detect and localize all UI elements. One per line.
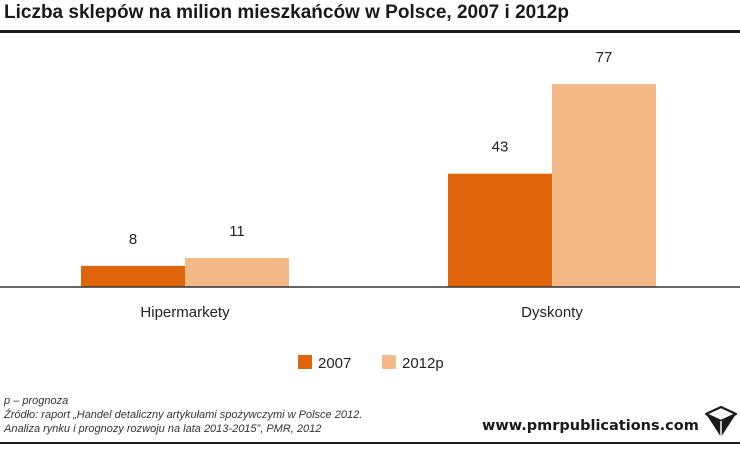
cube-icon [704, 405, 738, 437]
bar-hipermarkety-2007 [81, 265, 185, 287]
bottom-rule [0, 442, 740, 444]
legend-swatch-2007 [298, 355, 312, 369]
bar-dyskonty-2012p [552, 84, 656, 287]
footnote-source-line-1: Źródło: raport „Handel detaliczny artyku… [4, 409, 363, 421]
legend-label-2007: 2007 [318, 355, 351, 372]
legend-swatch-2012p [382, 355, 396, 369]
data-label: 77 [596, 49, 613, 66]
data-label: 43 [492, 139, 509, 156]
legend-label-2012p: 2012p [402, 355, 444, 372]
category-label: Dyskonty [521, 304, 583, 321]
bar-chart: 8 11 Hipermarkety 43 77 Dyskonty 2007 2012p [0, 49, 740, 372]
data-label: 8 [129, 231, 137, 248]
data-label: 11 [229, 223, 245, 240]
bar-hipermarkety-2012p [185, 258, 289, 287]
top-rule [0, 30, 740, 33]
chart-title: Liczba sklepów na milion mieszkańców w P… [4, 2, 569, 23]
bar-dyskonty-2007 [448, 173, 552, 287]
footnote: p – prognoza Źródło: raport „Handel deta… [4, 394, 362, 436]
website-link[interactable]: www.pmrpublications.com [482, 418, 699, 434]
footnote-note: p – prognoza [4, 395, 69, 407]
category-label: Hipermarkety [140, 304, 230, 321]
footnote-source-line-2: Analiza rynku i prognozy rozwoju na lata… [4, 423, 322, 435]
